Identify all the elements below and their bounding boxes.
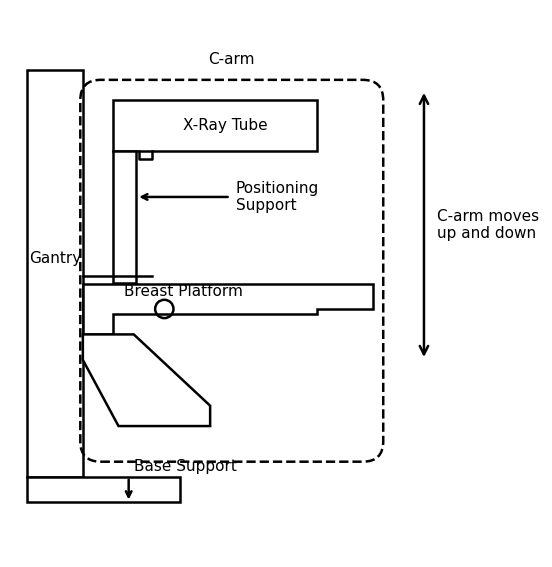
Bar [27, 477, 179, 502]
Polygon shape [83, 335, 210, 426]
Text: C-arm moves
up and down: C-arm moves up and down [437, 209, 539, 241]
Text: Base Support: Base Support [134, 459, 237, 475]
Text: X-Ray Tube: X-Ray Tube [183, 118, 268, 133]
Text: Breast Platform: Breast Platform [124, 284, 242, 299]
Text: C-arm: C-arm [209, 52, 255, 67]
Text: Gantry: Gantry [29, 251, 81, 265]
Bar [113, 151, 136, 284]
Bar [113, 100, 317, 151]
Polygon shape [83, 284, 373, 335]
Bar [27, 70, 83, 477]
Text: Positioning
Support: Positioning Support [236, 181, 319, 213]
